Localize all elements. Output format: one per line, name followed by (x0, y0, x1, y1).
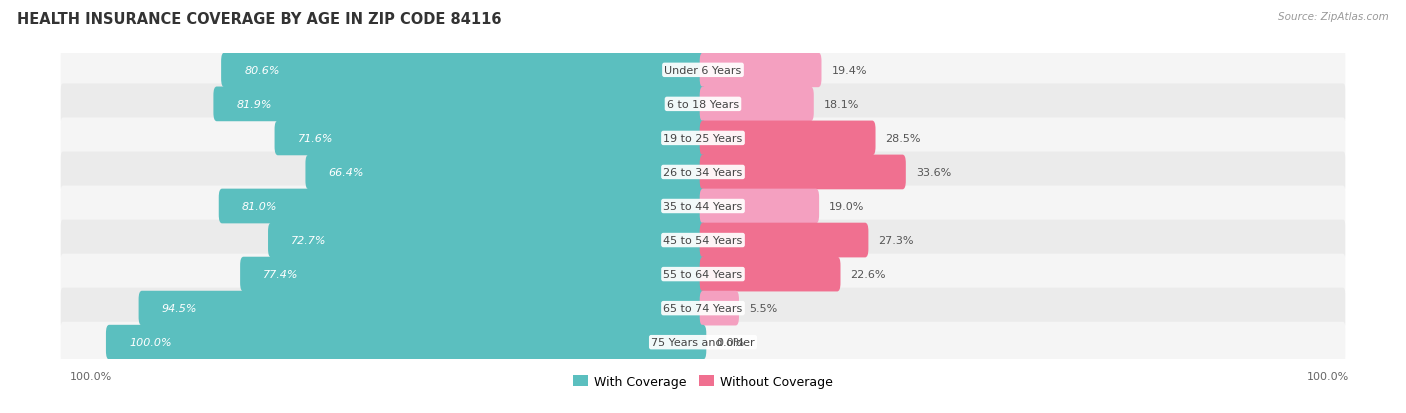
Text: 71.6%: 71.6% (298, 133, 333, 144)
FancyBboxPatch shape (60, 186, 1346, 227)
FancyBboxPatch shape (221, 53, 706, 88)
FancyBboxPatch shape (60, 220, 1346, 261)
Text: 19 to 25 Years: 19 to 25 Years (664, 133, 742, 144)
Text: 35 to 44 Years: 35 to 44 Years (664, 202, 742, 211)
Text: 80.6%: 80.6% (245, 66, 280, 76)
FancyBboxPatch shape (219, 189, 706, 224)
FancyBboxPatch shape (60, 254, 1346, 295)
FancyBboxPatch shape (105, 325, 706, 360)
FancyBboxPatch shape (60, 50, 1346, 91)
Text: 81.0%: 81.0% (242, 202, 277, 211)
Text: 65 to 74 Years: 65 to 74 Years (664, 304, 742, 313)
Text: 66.4%: 66.4% (329, 168, 364, 178)
FancyBboxPatch shape (274, 121, 706, 156)
FancyBboxPatch shape (700, 87, 814, 122)
FancyBboxPatch shape (60, 118, 1346, 159)
FancyBboxPatch shape (60, 152, 1346, 193)
Text: 0.0%: 0.0% (716, 337, 744, 347)
Text: Under 6 Years: Under 6 Years (665, 66, 741, 76)
FancyBboxPatch shape (305, 155, 706, 190)
Text: 77.4%: 77.4% (263, 269, 298, 280)
FancyBboxPatch shape (700, 257, 841, 292)
FancyBboxPatch shape (269, 223, 706, 258)
Text: 100.0%: 100.0% (70, 371, 112, 381)
Text: 55 to 64 Years: 55 to 64 Years (664, 269, 742, 280)
Text: 27.3%: 27.3% (879, 235, 914, 245)
Text: 28.5%: 28.5% (886, 133, 921, 144)
Text: HEALTH INSURANCE COVERAGE BY AGE IN ZIP CODE 84116: HEALTH INSURANCE COVERAGE BY AGE IN ZIP … (17, 12, 502, 27)
FancyBboxPatch shape (700, 155, 905, 190)
Text: 18.1%: 18.1% (824, 100, 859, 109)
Text: 19.4%: 19.4% (831, 66, 868, 76)
Text: 100.0%: 100.0% (1308, 371, 1350, 381)
FancyBboxPatch shape (139, 291, 706, 326)
Text: 22.6%: 22.6% (851, 269, 886, 280)
FancyBboxPatch shape (700, 53, 821, 88)
FancyBboxPatch shape (60, 322, 1346, 363)
FancyBboxPatch shape (700, 189, 820, 224)
Text: 72.7%: 72.7% (291, 235, 326, 245)
Text: 75 Years and older: 75 Years and older (651, 337, 755, 347)
FancyBboxPatch shape (60, 84, 1346, 125)
FancyBboxPatch shape (700, 291, 740, 326)
Text: 19.0%: 19.0% (830, 202, 865, 211)
Text: 33.6%: 33.6% (915, 168, 950, 178)
Text: Source: ZipAtlas.com: Source: ZipAtlas.com (1278, 12, 1389, 22)
FancyBboxPatch shape (700, 121, 876, 156)
FancyBboxPatch shape (240, 257, 706, 292)
Text: 81.9%: 81.9% (236, 100, 271, 109)
FancyBboxPatch shape (700, 223, 869, 258)
Text: 45 to 54 Years: 45 to 54 Years (664, 235, 742, 245)
Legend: With Coverage, Without Coverage: With Coverage, Without Coverage (568, 370, 838, 393)
Text: 6 to 18 Years: 6 to 18 Years (666, 100, 740, 109)
Text: 5.5%: 5.5% (749, 304, 778, 313)
FancyBboxPatch shape (60, 288, 1346, 329)
Text: 100.0%: 100.0% (129, 337, 172, 347)
FancyBboxPatch shape (214, 87, 706, 122)
Text: 26 to 34 Years: 26 to 34 Years (664, 168, 742, 178)
Text: 94.5%: 94.5% (162, 304, 197, 313)
